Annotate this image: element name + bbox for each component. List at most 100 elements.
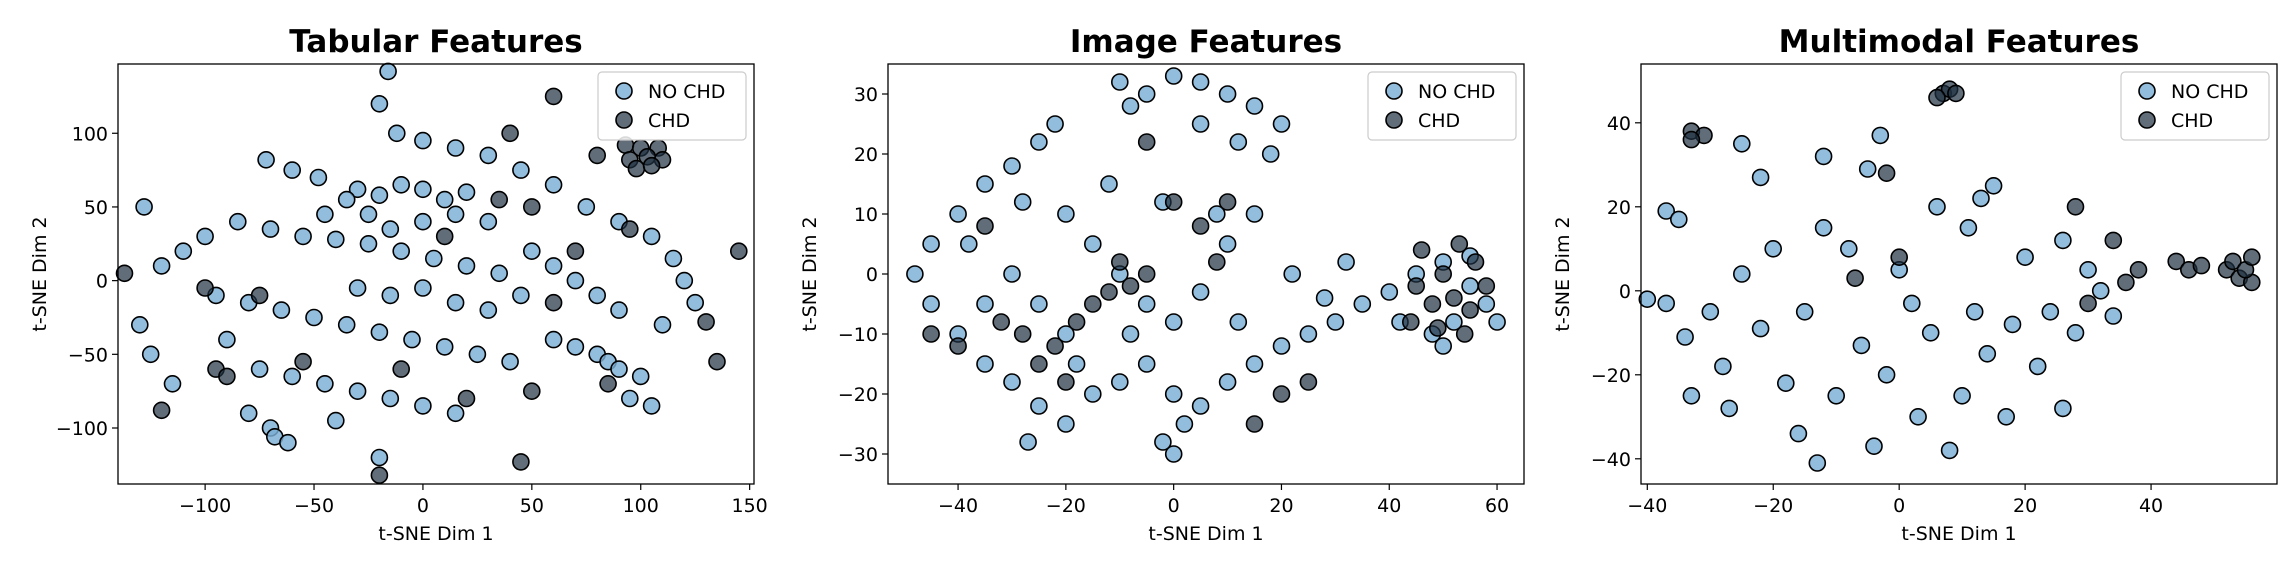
data-point-chd [1084, 295, 1102, 313]
data-point-chd [1218, 193, 1237, 211]
data-point-no-chd [1928, 198, 1946, 216]
data-point-no-chd [2066, 323, 2085, 342]
data-point-no-chd [2091, 281, 2110, 300]
data-point-no-chd [1261, 145, 1280, 163]
y-tick-label: −50 [68, 344, 108, 366]
data-point-no-chd [348, 279, 367, 297]
y-tick-label: 0 [96, 271, 108, 293]
data-point-chd [976, 217, 994, 235]
x-tick-label: 60 [1485, 495, 1509, 517]
data-point-chd [1682, 130, 1701, 149]
plot-frame [1640, 63, 2278, 485]
data-point-no-chd [2104, 307, 2123, 325]
x-tick-label: 20 [2013, 495, 2037, 517]
data-point-chd [1890, 248, 1908, 267]
data-point-no-chd [1827, 386, 1845, 405]
data-point-chd [250, 286, 269, 305]
data-point-no-chd [337, 190, 356, 209]
chart-title: Image Features [1070, 24, 1342, 60]
data-point-no-chd [1137, 85, 1156, 103]
y-tick-label: −40 [1591, 449, 1631, 471]
legend-label-chd: CHD [2171, 110, 2213, 132]
data-point-no-chd [196, 227, 214, 246]
data-point-no-chd [1030, 295, 1048, 313]
data-point-no-chd [479, 301, 498, 319]
data-point-no-chd [1978, 344, 1997, 363]
y-axis-label: t-SNE Dim 2 [1552, 216, 1574, 331]
data-point-no-chd [1137, 355, 1156, 373]
legend-box [597, 71, 747, 141]
data-point-chd [1407, 277, 1425, 295]
data-point-no-chd [642, 397, 661, 415]
data-point-no-chd [1121, 97, 1140, 115]
data-point-no-chd [326, 411, 345, 430]
data-point-no-chd [1795, 302, 1814, 321]
data-point-no-chd [1461, 277, 1479, 295]
data-point-chd [1461, 301, 1479, 319]
data-point-no-chd [1477, 295, 1496, 313]
data-point-chd [490, 190, 509, 209]
data-point-no-chd [279, 433, 297, 452]
data-point-chd [1208, 253, 1226, 271]
y-tick-label: −20 [838, 384, 878, 406]
data-point-no-chd [387, 124, 406, 143]
data-point-no-chd [906, 265, 924, 283]
data-point-no-chd [370, 186, 389, 204]
data-point-no-chd [922, 235, 940, 253]
legend-label-no-chd: NO CHD [2171, 81, 2248, 103]
data-point-no-chd [1003, 157, 1021, 175]
y-tick-label: −20 [1591, 365, 1631, 387]
data-point-no-chd [1164, 313, 1183, 331]
data-point-no-chd [174, 242, 193, 260]
data-point-no-chd [631, 367, 650, 386]
data-point-no-chd [359, 205, 378, 224]
data-point-no-chd [1030, 397, 1048, 415]
data-point-chd [522, 382, 541, 401]
data-point-no-chd [381, 389, 400, 408]
data-point-no-chd [2041, 302, 2060, 321]
data-point-no-chd [1638, 290, 1657, 309]
data-point-no-chd [1164, 67, 1183, 85]
data-point-no-chd [610, 301, 628, 319]
legend-box [1367, 71, 1517, 141]
data-point-no-chd [976, 175, 994, 193]
data-point-chd [1272, 385, 1291, 403]
data-point-no-chd [1909, 407, 1927, 426]
data-point-no-chd [653, 315, 672, 334]
data-point-no-chd [566, 338, 585, 356]
data-point-no-chd [1175, 415, 1194, 433]
chart-title: Multimodal Features [1779, 24, 2140, 60]
data-point-no-chd [1245, 355, 1264, 373]
data-point-no-chd [283, 161, 302, 179]
data-point-chd [1423, 295, 1442, 313]
data-point-chd [218, 367, 236, 386]
data-point-chd [1466, 253, 1485, 271]
data-point-no-chd [1208, 205, 1226, 223]
y-tick-label: −30 [838, 444, 878, 466]
data-point-no-chd [1353, 295, 1372, 313]
data-point-no-chd [976, 355, 994, 373]
data-point-no-chd [305, 308, 323, 327]
x-tick-label: 150 [732, 495, 768, 517]
data-point-no-chd [1111, 73, 1129, 91]
data-point-no-chd [2016, 248, 2034, 267]
x-tick-label: 50 [520, 495, 544, 517]
data-point-chd [1402, 313, 1420, 331]
data-point-no-chd [370, 95, 389, 113]
data-point-no-chd [1057, 415, 1075, 433]
data-point-no-chd [1814, 147, 1833, 166]
legend-label-no-chd: NO CHD [1418, 81, 1495, 103]
data-point-no-chd [686, 293, 705, 312]
data-point-chd [949, 337, 967, 355]
data-point-chd [1477, 277, 1496, 295]
data-point-no-chd [250, 360, 269, 378]
data-point-no-chd [435, 338, 454, 356]
data-point-no-chd [316, 205, 334, 224]
y-tick-label: −10 [838, 324, 878, 346]
data-point-chd [1057, 373, 1075, 391]
data-point-no-chd [922, 295, 940, 313]
data-point-chd [2224, 252, 2242, 271]
data-point-no-chd [976, 295, 994, 313]
x-tick-label: −40 [938, 495, 978, 517]
legend-marker-no-chd [2138, 82, 2156, 100]
